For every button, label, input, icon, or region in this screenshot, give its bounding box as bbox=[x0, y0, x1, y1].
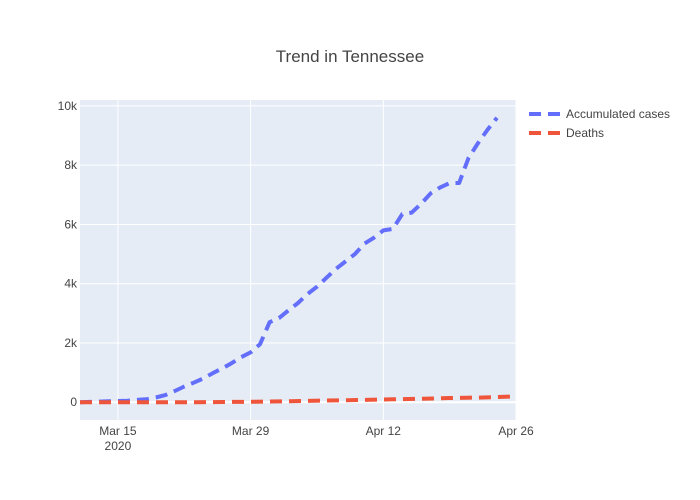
series-layer bbox=[80, 116, 516, 405]
x-tick-label: Apr 12 bbox=[366, 424, 402, 438]
x-tick-label: Mar 15 bbox=[99, 424, 137, 438]
x-tick-label: Mar 29 bbox=[232, 424, 270, 438]
legend: Accumulated cases Deaths bbox=[529, 107, 670, 140]
y-tick-label: 0 bbox=[70, 395, 77, 409]
y-tick-label: 4k bbox=[64, 277, 78, 291]
legend-item-accumulated-cases[interactable]: Accumulated cases bbox=[529, 107, 670, 121]
legend-item-deaths[interactable]: Deaths bbox=[529, 126, 604, 140]
y-tick-label: 8k bbox=[64, 158, 78, 172]
y-tick-label: 10k bbox=[58, 99, 78, 113]
y-tick-label: 6k bbox=[64, 217, 78, 231]
grid-lines bbox=[80, 100, 517, 420]
series-line-accumulated-cases bbox=[80, 116, 499, 405]
plot-area bbox=[80, 100, 516, 420]
legend-label: Accumulated cases bbox=[566, 107, 670, 121]
chart-title: Trend in Tennessee bbox=[276, 47, 424, 66]
x-tick-sublabel: 2020 bbox=[105, 439, 132, 453]
y-tick-label: 2k bbox=[64, 336, 78, 350]
legend-label: Deaths bbox=[566, 126, 604, 140]
x-tick-label: Apr 26 bbox=[498, 424, 534, 438]
